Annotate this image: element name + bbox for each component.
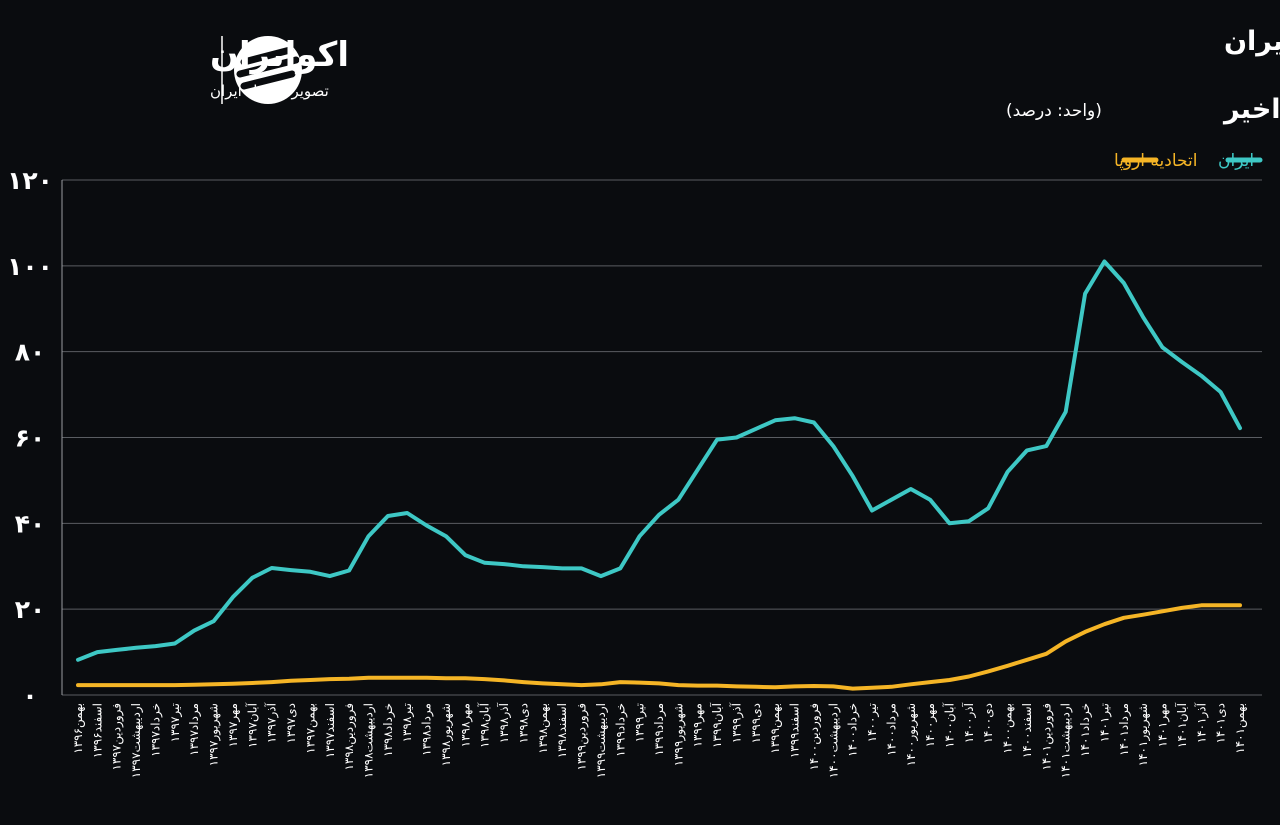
y-tick-label: ۰ [22, 681, 37, 710]
x-tick-label: خرداد۱۳۹۷ [148, 703, 163, 757]
x-tick-label: شهریور۱۳۹۸ [439, 703, 454, 766]
x-tick-label: آذر۱۳۹۹ [728, 702, 744, 743]
x-tick-label: اسفند۱۳۹۷ [323, 703, 337, 758]
x-tick-label: فروردین۱۳۹۷ [110, 703, 125, 771]
series-line [76, 603, 1242, 691]
y-tick-label: ۴۰ [15, 509, 46, 538]
x-tick-label: دی۱۳۹۹ [749, 703, 763, 744]
x-tick-label: مرداد۱۳۹۸ [420, 703, 435, 756]
x-tick-label: خرداد۱۴۰۱ [1078, 703, 1093, 757]
y-tick-label: ۶۰ [15, 424, 46, 453]
x-tick-label: اردیبهشت۱۳۹۸ [362, 703, 377, 778]
x-tick-label: شهریور۱۳۹۷ [207, 703, 222, 766]
x-tick-label: اسفند۱۳۹۸ [555, 703, 569, 758]
x-tick-label: شهریور۱۴۰۰ [904, 703, 919, 766]
x-tick-label: آبان۱۴۰۱ [1174, 702, 1189, 748]
unit-note: (واحد: درصد) [1006, 101, 1102, 121]
x-tick-label: مهر۱۴۰۰ [923, 703, 938, 747]
x-tick-label: خرداد۱۳۹۹ [613, 703, 628, 757]
chart-subtitle: در شش سال اخیر [1222, 94, 1280, 125]
logo-stripes [236, 46, 300, 90]
x-tick-label: اردیبهشت۱۴۰۰ [826, 703, 841, 778]
x-tick-label: اردیبهشت۱۳۹۷ [129, 703, 144, 778]
x-tick-label: آبان۱۴۰۰ [942, 702, 957, 748]
x-tick-label: مهر۱۳۹۸ [458, 703, 473, 747]
x-tick-label: دی۱۳۹۷ [284, 703, 298, 744]
x-tick-label: تیر۱۳۹۹ [633, 703, 648, 742]
x-tick-label: بهمن۱۴۰۱ [1233, 703, 1248, 754]
y-tick-label: ۲۰ [15, 595, 46, 624]
x-tick-label: بهمن۱۳۹۸ [536, 703, 551, 754]
x-tick-label: تیر۱۳۹۸ [400, 703, 415, 742]
x-tick-label: شهریور۱۴۰۱ [1136, 703, 1151, 766]
x-tick-label: مرداد۱۳۹۹ [652, 703, 667, 756]
x-tick-label: خرداد۱۴۰۰ [846, 703, 861, 757]
x-tick-label: فروردین۱۴۰۱ [1039, 703, 1054, 771]
x-tick-label: مهر۱۴۰۱ [1156, 703, 1171, 747]
x-tick-label: دی۱۳۹۸ [516, 703, 530, 744]
x-tick-label: دی۱۴۰۱ [1214, 703, 1228, 744]
x-tick-label: آبان۱۳۹۷ [244, 702, 259, 748]
series-line [76, 259, 1242, 662]
legend-label: ایران [1218, 151, 1254, 171]
x-tick-label: بهمن۱۳۹۶ [71, 703, 86, 754]
x-tick-label: مهر۱۳۹۹ [691, 703, 706, 747]
x-tick-label: خرداد۱۳۹۸ [381, 703, 396, 757]
x-tick-label: آذر۱۴۰۱ [1193, 702, 1209, 743]
x-tick-label: مرداد۱۳۹۷ [187, 703, 202, 756]
x-tick-label: اسفند۱۴۰۰ [1020, 703, 1034, 758]
x-tick-label: تیر۱۴۰۱ [1097, 703, 1112, 742]
x-tick-label: اسفند۱۳۹۶ [90, 703, 104, 758]
logo-name: اکوایران [210, 35, 349, 75]
x-tick-label: اسفند۱۳۹۹ [788, 703, 802, 758]
logo-tagline: تصویر اقتصاد ایران [210, 82, 329, 100]
x-tick-label: دی۱۴۰۰ [981, 703, 995, 744]
x-tick-label: شهریور۱۳۹۹ [671, 703, 686, 766]
x-tick-label: تیر۱۳۹۷ [168, 703, 183, 742]
x-tick-label: آبان۱۳۹۹ [709, 702, 724, 748]
x-tick-label: اردیبهشت۱۴۰۱ [1059, 703, 1074, 778]
x-tick-label: بهمن۱۳۹۹ [768, 703, 783, 754]
y-tick-label: ۸۰ [15, 338, 46, 367]
x-tick-label: فروردین۱۳۹۹ [575, 703, 590, 771]
x-tick-label: مرداد۱۴۰۰ [884, 703, 899, 756]
x-tick-label: فروردین۱۳۹۸ [342, 703, 357, 771]
x-tick-label: آذر۱۳۹۸ [496, 702, 512, 743]
y-tick-label: ۱۲۰ [7, 166, 53, 195]
x-tick-label: آذر۱۳۹۷ [264, 702, 280, 743]
x-tick-label: بهمن۱۳۹۷ [303, 703, 318, 754]
x-tick-label: آذر۱۴۰۰ [961, 702, 977, 743]
chart-title: مقایسه تورم نقطه ای نان در اتحادیه اروپا… [1224, 26, 1280, 57]
x-tick-label: مرداد۱۴۰۱ [1117, 703, 1132, 756]
x-tick-label: مهر۱۳۹۷ [226, 703, 241, 747]
x-tick-label: تیر۱۴۰۰ [865, 703, 880, 742]
x-tick-label: فروردین۱۴۰۰ [807, 703, 822, 771]
logo: اکوایران تصویر اقتصاد ایران [210, 35, 349, 104]
x-tick-label: بهمن۱۴۰۰ [1001, 703, 1016, 754]
x-tick-label: اردیبهشت۱۳۹۹ [594, 703, 609, 778]
x-tick-label: آبان۱۳۹۸ [477, 702, 492, 748]
legend-label: اتحادیه اروپا [1114, 151, 1197, 171]
y-tick-label: ۱۰۰ [7, 252, 53, 281]
